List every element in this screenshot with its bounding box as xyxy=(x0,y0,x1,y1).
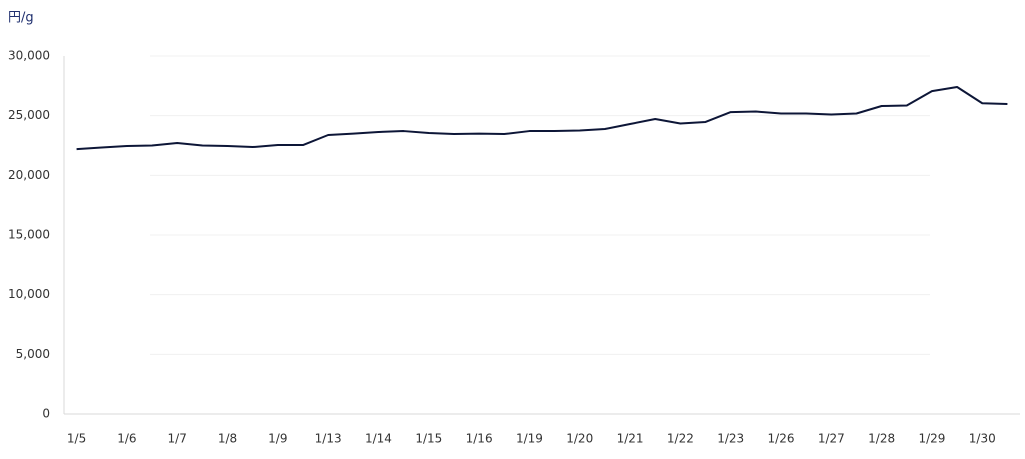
x-tick-label: 1/26 xyxy=(768,432,795,446)
x-tick-label: 1/20 xyxy=(566,432,593,446)
x-tick-label: 1/28 xyxy=(868,432,895,446)
x-tick-label: 1/29 xyxy=(918,432,945,446)
x-tick-label: 1/30 xyxy=(969,432,996,446)
y-tick-label: 5,000 xyxy=(16,347,50,361)
x-tick-label: 1/6 xyxy=(117,432,136,446)
y-tick-label: 30,000 xyxy=(8,49,50,63)
line-series xyxy=(76,86,1008,151)
x-tick-label: 1/7 xyxy=(168,432,187,446)
y-tick-label: 0 xyxy=(42,407,50,421)
y-tick-label: 15,000 xyxy=(8,228,50,242)
x-tick-label: 1/5 xyxy=(67,432,86,446)
x-tick-label: 1/14 xyxy=(365,432,392,446)
x-tick-label: 1/15 xyxy=(415,432,442,446)
y-tick-label: 20,000 xyxy=(8,168,50,182)
x-tick-label: 1/27 xyxy=(818,432,845,446)
x-tick-label: 1/22 xyxy=(667,432,694,446)
x-tick-label: 1/13 xyxy=(315,432,342,446)
x-tick-label: 1/16 xyxy=(466,432,493,446)
x-tick-label: 1/23 xyxy=(717,432,744,446)
x-tick-label: 1/19 xyxy=(516,432,543,446)
x-tick-label: 1/21 xyxy=(617,432,644,446)
y-axis-label: 円/g xyxy=(8,11,34,26)
y-tick-label: 10,000 xyxy=(8,287,50,301)
y-tick-label: 25,000 xyxy=(8,108,50,122)
x-tick-label: 1/9 xyxy=(268,432,287,446)
x-tick-label: 1/8 xyxy=(218,432,237,446)
